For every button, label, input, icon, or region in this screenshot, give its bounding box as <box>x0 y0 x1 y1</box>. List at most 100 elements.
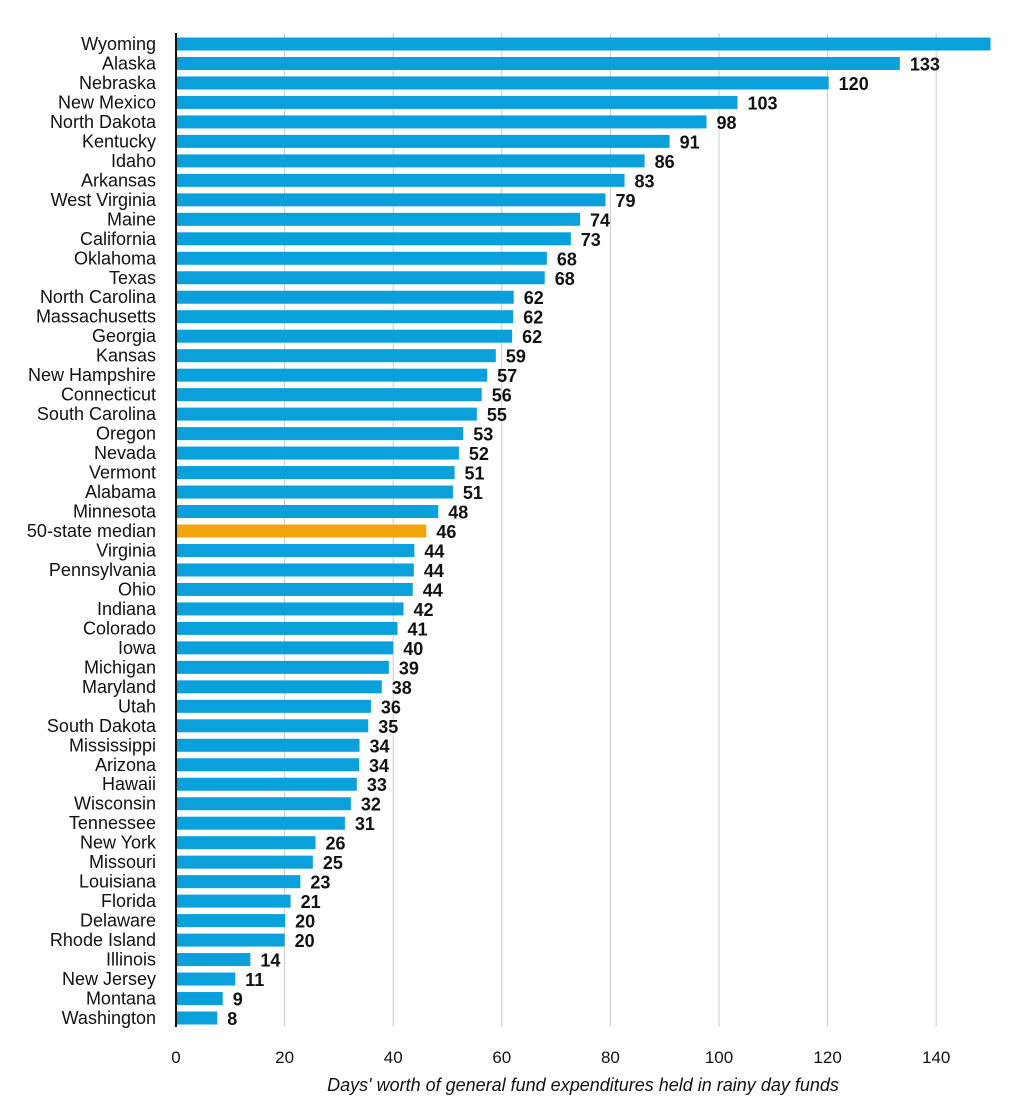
bar-nebraska <box>176 76 829 90</box>
value-label: 25 <box>323 853 343 873</box>
bar-kentucky <box>176 134 670 148</box>
x-axis-title: Days' worth of general fund expenditures… <box>327 1075 839 1095</box>
value-label: 21 <box>301 892 321 912</box>
category-label: Maryland <box>82 677 156 697</box>
bar-indiana <box>176 602 404 616</box>
bar-louisiana <box>176 875 301 889</box>
bar-oklahoma <box>176 251 547 265</box>
value-label: 51 <box>463 483 483 503</box>
bar-alabama <box>176 485 453 499</box>
value-label: 68 <box>557 249 577 269</box>
category-label: Vermont <box>89 463 156 483</box>
category-label: Illinois <box>106 950 156 970</box>
x-tick-label-60: 60 <box>492 1048 511 1067</box>
category-label: Connecticut <box>61 385 156 405</box>
bar-minnesota <box>176 505 439 519</box>
bar-ohio <box>176 582 413 596</box>
category-label: Wisconsin <box>74 794 156 814</box>
bar-massachusetts <box>176 310 514 324</box>
bar-kansas <box>176 349 496 363</box>
value-label: 91 <box>680 132 700 152</box>
value-label: 42 <box>414 600 434 620</box>
value-label: 20 <box>295 931 315 951</box>
value-label: 62 <box>522 327 542 347</box>
value-label: 51 <box>465 464 485 484</box>
bar-rhode-island <box>176 933 285 947</box>
value-label: 39 <box>399 658 419 678</box>
category-label: Maine <box>107 209 156 229</box>
bar-north-carolina <box>176 290 514 304</box>
value-label: 26 <box>326 834 346 854</box>
category-label: Kansas <box>96 346 156 366</box>
value-label: 74 <box>590 210 610 230</box>
value-label: 36 <box>381 697 401 717</box>
value-label: 55 <box>487 405 507 425</box>
value-label: 56 <box>492 386 512 406</box>
category-label: Michigan <box>84 657 156 677</box>
category-label: West Virginia <box>51 190 157 210</box>
category-label: New Jersey <box>62 969 156 989</box>
value-label: 23 <box>310 873 330 893</box>
value-label: 11 <box>245 970 264 990</box>
value-label: 32 <box>361 795 381 815</box>
bar-utah <box>176 699 371 713</box>
category-label: Rhode Island <box>50 930 156 950</box>
value-label: 103 <box>747 93 777 113</box>
bar-washington <box>176 1011 218 1025</box>
value-label: 20 <box>295 912 315 932</box>
value-label: 44 <box>423 580 443 600</box>
category-label: Iowa <box>118 638 157 658</box>
x-tick-label-120: 120 <box>813 1048 841 1067</box>
bar-alaska <box>176 56 900 70</box>
bar-arkansas <box>176 173 625 187</box>
category-label: South Dakota <box>47 716 157 736</box>
bar-florida <box>176 894 291 908</box>
bar-delaware <box>176 914 286 928</box>
bar-new-york <box>176 836 316 850</box>
x-tick-label-140: 140 <box>922 1048 950 1067</box>
x-tick-label-100: 100 <box>705 1048 733 1067</box>
category-label: Minnesota <box>73 502 157 522</box>
bar-maryland <box>176 680 382 694</box>
category-label: New Mexico <box>58 92 156 112</box>
bar-missouri <box>176 855 313 869</box>
category-label: Mississippi <box>69 735 156 755</box>
value-label: 98 <box>717 113 737 133</box>
bar-idaho <box>176 154 645 168</box>
value-label: 120 <box>839 74 869 94</box>
bar-michigan <box>176 660 389 674</box>
bar-wyoming <box>176 37 991 51</box>
bar-mississippi <box>176 738 360 752</box>
bars <box>176 37 991 1025</box>
value-label: 8 <box>227 1009 237 1029</box>
value-label: 34 <box>370 736 390 756</box>
bar-west-virginia <box>176 193 606 207</box>
category-label: Nevada <box>94 443 157 463</box>
category-label: Nebraska <box>79 73 157 93</box>
category-label: Arkansas <box>81 170 156 190</box>
value-label: 62 <box>523 308 543 328</box>
bar-new-hampshire <box>176 368 488 382</box>
bar-montana <box>176 992 223 1006</box>
category-label: Texas <box>109 268 156 288</box>
x-tick-label-40: 40 <box>384 1048 403 1067</box>
value-label: 57 <box>497 366 517 386</box>
bar-california <box>176 232 571 246</box>
value-label: 133 <box>910 54 940 74</box>
bar-colorado <box>176 621 398 635</box>
category-label: North Carolina <box>40 287 157 307</box>
bar-maine <box>176 212 580 226</box>
category-label: Georgia <box>92 326 157 346</box>
value-label: 34 <box>369 756 389 776</box>
value-label: 48 <box>448 503 468 523</box>
value-label: 46 <box>436 522 456 542</box>
category-label: Pennsylvania <box>49 560 157 580</box>
value-label: 62 <box>524 288 544 308</box>
category-label: 50-state median <box>27 521 156 541</box>
category-label: Utah <box>118 696 156 716</box>
value-label: 38 <box>392 678 412 698</box>
value-label: 52 <box>469 444 489 464</box>
value-label: 79 <box>616 191 636 211</box>
